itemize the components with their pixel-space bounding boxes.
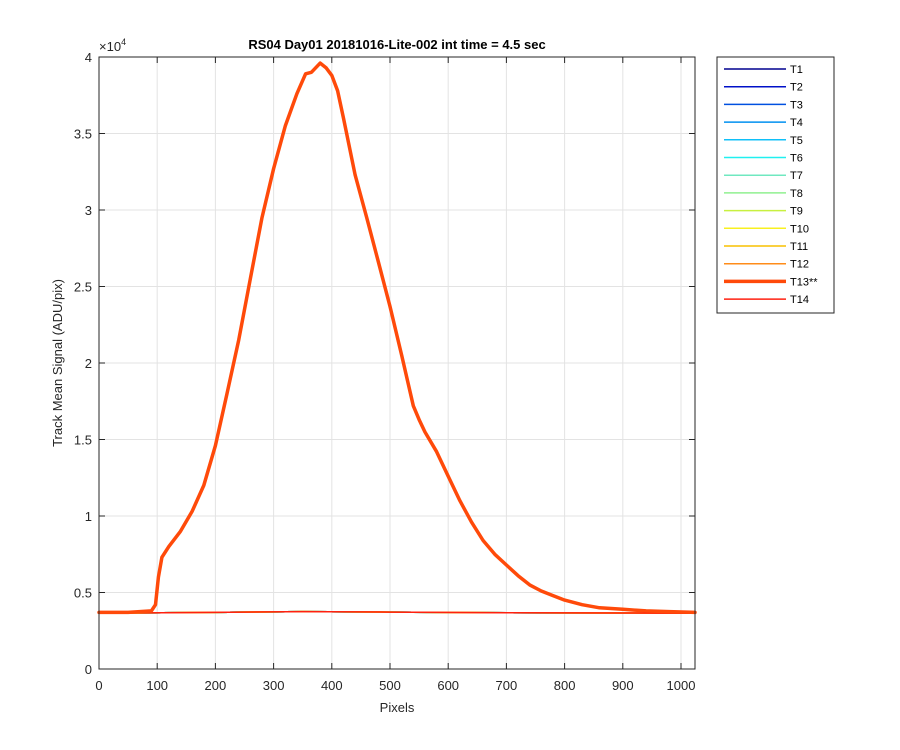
y-tick-label: 3.5 xyxy=(74,127,92,142)
x-tick-label: 400 xyxy=(321,678,343,693)
y-tick-label: 1 xyxy=(85,509,92,524)
legend-label-t11: T11 xyxy=(790,241,808,253)
x-tick-label: 200 xyxy=(205,678,227,693)
legend-items: T1 T2 T3 T4 T5 T6 T7 T8 T9 T10 T11 T12 T13** T14 xyxy=(724,64,818,306)
x-tick-label: 0 xyxy=(95,678,102,693)
y-exponent: ×104 xyxy=(99,37,126,54)
y-axis-label: Track Mean Signal (ADU/pix) xyxy=(50,279,65,447)
legend-label-t8: T8 xyxy=(790,188,803,200)
legend-label-t13: T13** xyxy=(790,276,818,288)
legend-label-t3: T3 xyxy=(790,99,803,111)
y-tick-label: 3 xyxy=(85,203,92,218)
x-tick-label: 700 xyxy=(496,678,518,693)
x-tick-label: 1000 xyxy=(667,678,696,693)
x-axis-label: Pixels xyxy=(380,700,415,715)
y-exponent-base: ×10 xyxy=(99,39,121,54)
legend-label-t7: T7 xyxy=(790,170,803,182)
legend-label-t10: T10 xyxy=(790,223,809,235)
legend-label-t4: T4 xyxy=(790,117,803,129)
legend-label-t12: T12 xyxy=(790,259,809,271)
y-tick-label: 0.5 xyxy=(74,586,92,601)
y-tick-label: 0 xyxy=(85,662,92,677)
y-tick-label: 4 xyxy=(85,50,92,65)
series-line-t13 xyxy=(97,61,697,615)
legend-label-t5: T5 xyxy=(790,135,803,147)
y-tick-label: 1.5 xyxy=(74,433,92,448)
x-tick-label: 300 xyxy=(263,678,285,693)
series-lines xyxy=(97,61,697,615)
y-tick-label: 2 xyxy=(85,356,92,371)
legend-label-t2: T2 xyxy=(790,82,803,94)
legend-label-t1: T1 xyxy=(790,64,803,76)
x-tick-label: 100 xyxy=(146,678,168,693)
x-tick-label: 800 xyxy=(554,678,576,693)
chart-title: RS04 Day01 20181016-Lite-002 int time = … xyxy=(248,37,545,52)
legend: T1 T2 T3 T4 T5 T6 T7 T8 T9 T10 T11 T12 T13** T14 xyxy=(716,56,835,314)
x-tick-label: 500 xyxy=(379,678,401,693)
legend-label-t9: T9 xyxy=(790,206,803,218)
axis-ticks: 0 100 200 300 400 500 600 700 800 900 1000 0 0.5 1 1.5… xyxy=(74,50,696,693)
y-exponent-power: 4 xyxy=(121,37,126,47)
y-tick-label: 2.5 xyxy=(74,280,92,295)
legend-box xyxy=(716,56,835,314)
legend-label-t6: T6 xyxy=(790,153,803,165)
x-tick-label: 900 xyxy=(612,678,634,693)
legend-label-t14: T14 xyxy=(790,294,809,306)
x-tick-label: 600 xyxy=(437,678,459,693)
series-line-t14 xyxy=(98,610,696,614)
